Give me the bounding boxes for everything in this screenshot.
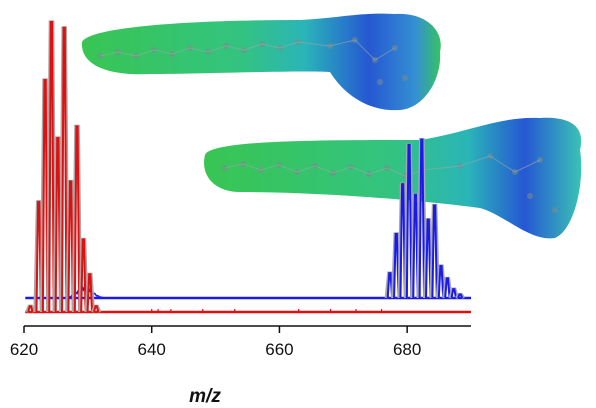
series-2-peak-11 <box>450 288 457 299</box>
x-tick-label-640: 640 <box>138 340 166 359</box>
series-2-peak-3 <box>399 183 406 299</box>
series-2-peak-4 <box>405 143 413 299</box>
series-1-peak-11 <box>92 305 100 313</box>
x-tick-label-620: 620 <box>10 340 38 359</box>
series-1-peak-1 <box>27 305 34 313</box>
molecule-surface-upper-icon <box>81 13 441 111</box>
spectrum-plot-area <box>25 20 471 314</box>
series-2-peak-2 <box>393 232 400 299</box>
molecule-surface-lower-icon <box>204 117 582 239</box>
x-axis-ticks: 620 640 660 680 <box>10 326 421 359</box>
x-axis-title: m/z <box>189 386 221 407</box>
series-2-peak-7 <box>425 218 432 299</box>
series-1-peak-4 <box>48 21 55 313</box>
series-1-peak-8 <box>73 125 81 313</box>
series-2-peak-6 <box>418 138 426 299</box>
x-tick-label-660: 660 <box>265 340 293 359</box>
series-2-peak-12 <box>457 293 464 299</box>
series-1-peak-7 <box>67 180 74 313</box>
series-2-peak-10 <box>444 277 451 299</box>
series-2-peak-1 <box>386 272 394 299</box>
series-1-peak-10 <box>86 273 93 313</box>
series-1-peak-5 <box>54 137 62 313</box>
x-tick-label-680: 680 <box>393 340 421 359</box>
series-1-peak-6 <box>61 26 68 313</box>
series-2-peak-5 <box>412 193 419 299</box>
series-1-peak-2 <box>35 200 42 313</box>
series-2-peak-8 <box>431 204 438 299</box>
series-2-peak-9 <box>437 264 445 299</box>
series-1-peak-3 <box>41 79 49 313</box>
series-1-peak-9 <box>80 238 87 313</box>
